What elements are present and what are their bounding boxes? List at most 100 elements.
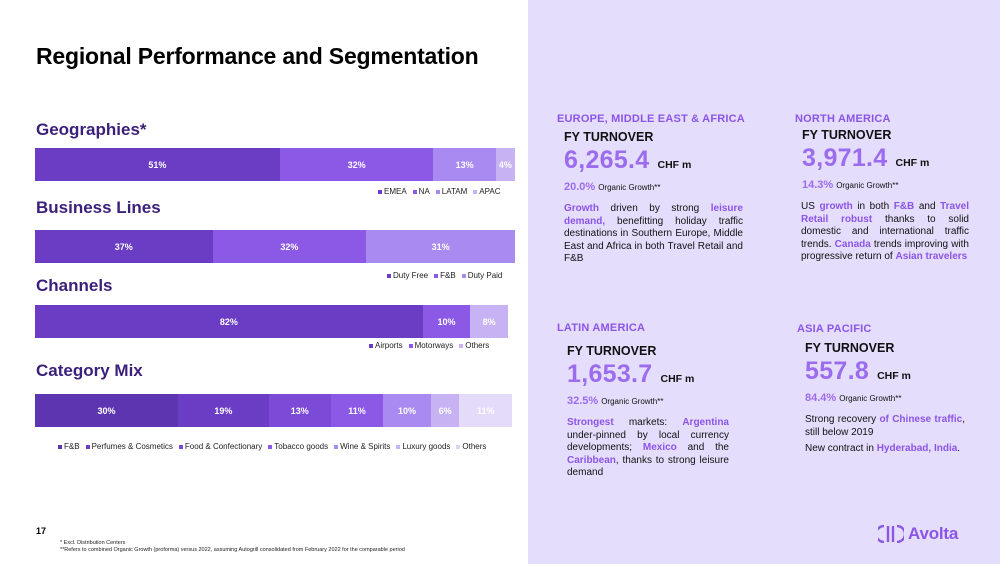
turnover-unit: CHF m — [660, 373, 695, 385]
left-panel: Regional Performance and Segmentation Ge… — [35, 43, 515, 553]
legend-item: Tobacco goods — [268, 442, 328, 451]
bar-segment-wine-spirits: 10% — [383, 394, 431, 427]
region-name: LATIN AMERICA — [557, 322, 646, 334]
legend-item: F&B — [58, 442, 80, 451]
turnover-unit: CHF m — [877, 370, 911, 382]
legend-swatch — [435, 189, 440, 194]
region-name: ASIA PACIFIC — [797, 323, 872, 335]
description-text: US — [801, 201, 820, 212]
legend-item: Airports — [369, 341, 403, 350]
bar-segment-luxury-goods: 6% — [430, 394, 460, 427]
turnover-unit: CHF m — [895, 157, 930, 169]
region-card-latin-america: LATIN AMERICA FY TURNOVER 1,653.7 CHF m … — [557, 322, 743, 480]
legend-swatch — [408, 343, 413, 348]
legend-swatch — [473, 189, 478, 194]
description-text: thanks to solid domestic and internation… — [801, 213, 969, 250]
avolta-logo-icon — [878, 525, 904, 543]
bar-segment-f-b: 32% — [212, 230, 367, 263]
region-card-emea: EUROPE, MIDDLE EAST & AFRICA FY TURNOVER… — [557, 113, 745, 266]
bar-segment-na: 32% — [279, 148, 434, 181]
legend-item: APAC — [473, 187, 500, 196]
legend-swatch — [178, 444, 183, 449]
description-text: and — [914, 201, 941, 212]
geographies-legend: EMEA NA LATAM APAC — [378, 187, 500, 196]
legend-swatch — [456, 444, 461, 449]
growth-row: 20.0% Organic Growth** — [564, 181, 743, 193]
legend-label: Airports — [375, 341, 403, 350]
legend-swatch — [412, 189, 417, 194]
bar-segment-airports: 82% — [35, 305, 423, 338]
growth-label: Organic Growth** — [836, 181, 899, 190]
description-text: trends improving with progressive return… — [801, 238, 969, 263]
bar-segment-others: 11% — [459, 394, 512, 427]
legend-label: Perfumes & Cosmetics — [91, 442, 173, 451]
legend-item: Others — [456, 442, 486, 451]
region-description-extra: New contract in Hyderabad, India. — [805, 443, 965, 456]
legend-label: Others — [465, 341, 490, 350]
legend-label: Luxury goods — [402, 442, 451, 451]
avolta-logo-text: Avolta — [908, 524, 959, 543]
highlight-text: Canada — [834, 238, 871, 250]
turnover-row: 557.8 CHF m — [805, 357, 973, 386]
highlight-text: growth — [819, 201, 853, 212]
growth-value: 84.4% — [805, 392, 837, 404]
channels-legend: Airports Motorways Others — [369, 341, 489, 350]
fy-turnover-label: FY TURNOVER — [805, 341, 895, 355]
description-text: driven by strong — [599, 203, 711, 214]
region-description: Strongest markets: Argentina under-pinne… — [567, 417, 729, 480]
fy-turnover-label: FY TURNOVER — [564, 130, 654, 144]
turnover-row: 3,971.4 CHF m — [802, 144, 975, 173]
turnover-row: 6,265.4 CHF m — [564, 146, 743, 175]
business-lines-legend: Duty Free F&B Duty Paid — [387, 271, 502, 280]
bar-segment-emea: 51% — [35, 148, 280, 181]
legend-label: Duty Paid — [467, 271, 503, 280]
legend-item: Duty Paid — [461, 271, 503, 280]
legend-item: Perfumes & Cosmetics — [85, 442, 173, 451]
legend-swatch — [369, 343, 373, 348]
region-description: Growth driven by strong leisure demand, … — [564, 203, 743, 266]
description-text: under-pinned by local currency developme… — [567, 429, 729, 454]
description-text: New contract in — [805, 443, 877, 454]
highlight-text: of Chinese traffic — [879, 414, 963, 425]
region-card-north-america: NORTH AMERICA FY TURNOVER 3,971.4 CHF m … — [795, 113, 975, 264]
growth-label: Organic Growth** — [601, 397, 664, 406]
legend-label: Tobacco goods — [274, 442, 329, 451]
bar-segment-motorways: 10% — [422, 305, 471, 338]
highlight-text: F&B — [893, 201, 915, 212]
description-text: and the — [676, 442, 729, 453]
category-mix-legend: F&B Perfumes & Cosmetics Food & Confection… — [58, 442, 486, 451]
highlight-text: Mexico — [642, 442, 677, 453]
bar-segment-latam: 13% — [433, 148, 496, 181]
description-text: Strong recovery — [805, 414, 880, 425]
fy-turnover-label: FY TURNOVER — [567, 344, 657, 358]
legend-swatch — [461, 273, 466, 278]
bar-segment-apac: 4% — [495, 148, 515, 181]
legend-swatch — [334, 444, 339, 449]
legend-item: F&B — [434, 271, 456, 280]
highlight-text: Hyderabad, India — [876, 443, 958, 454]
highlight-text: leisure demand, — [564, 203, 743, 227]
highlight-text: Asian travelers — [895, 251, 968, 262]
turnover-unit: CHF m — [657, 159, 692, 171]
bar-segment-duty-paid: 31% — [366, 230, 515, 263]
legend-item: Food & Confectionary — [178, 442, 262, 451]
legend-item: Others — [459, 341, 489, 350]
highlight-text: Travel Retail robust — [801, 201, 969, 225]
legend-item: Luxury goods — [396, 442, 450, 451]
turnover-value: 1,653.7 — [567, 360, 653, 388]
legend-swatch — [85, 444, 90, 449]
legend-label: EMEA — [384, 187, 407, 196]
legend-swatch — [387, 273, 391, 278]
description-text: benefitting holiday traffic destinations… — [564, 215, 743, 265]
legend-label: Wine & Spirits — [340, 442, 391, 451]
geographies-bar: 51% 32% 13% 4% — [35, 148, 515, 181]
fy-turnover-label: FY TURNOVER — [802, 128, 892, 142]
growth-value: 20.0% — [564, 181, 596, 193]
legend-label: APAC — [479, 187, 501, 196]
business-lines-bar: 37% 32% 31% — [35, 230, 515, 263]
highlight-text: Strongest — [567, 417, 614, 428]
region-name: NORTH AMERICA — [795, 113, 891, 125]
channels-bar: 82% 10% 8% — [35, 305, 508, 338]
business-lines-title: Business Lines — [36, 198, 161, 217]
legend-swatch — [396, 444, 401, 449]
